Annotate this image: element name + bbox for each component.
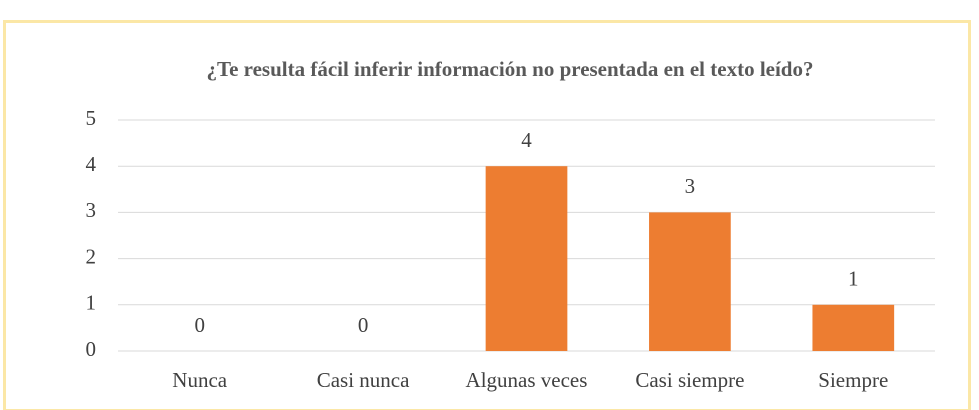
bar [485,166,568,351]
x-tick-label: Algunas veces [466,368,588,392]
bar [649,212,731,351]
data-label: 3 [685,174,696,198]
y-tick-label: 1 [86,291,97,315]
x-tick-label: Casi nunca [317,368,410,392]
chart-title: ¿Te resulta fácil inferir información no… [206,57,814,81]
x-tick-label: Siempre [818,368,888,392]
bar [812,304,895,351]
y-tick-label: 2 [86,244,97,268]
x-tick-label: Nunca [172,368,227,392]
y-tick-label: 0 [86,337,97,361]
data-label: 0 [358,313,369,337]
data-label: 4 [521,128,532,152]
data-label: 1 [848,267,859,291]
y-tick-label: 3 [86,198,97,222]
x-tick-label: Casi siempre [635,368,744,392]
data-label: 0 [194,313,205,337]
y-tick-label: 5 [86,106,97,130]
y-tick-label: 4 [86,152,97,176]
